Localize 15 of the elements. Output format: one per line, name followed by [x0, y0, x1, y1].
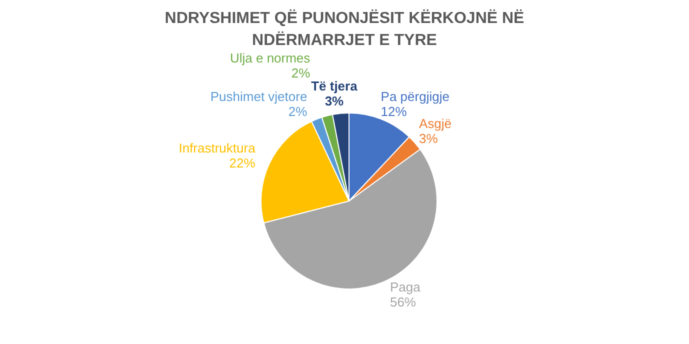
slice-label: Të tjera	[311, 78, 358, 94]
data-label: 12%	[380, 104, 408, 120]
data-label: 2%	[288, 104, 308, 120]
data-label: 2%	[291, 65, 311, 80]
slice-label: Ulja e normes	[230, 50, 311, 66]
data-label: 3%	[324, 93, 344, 108]
slice-label: Asgjë	[419, 116, 452, 131]
slice-label: Paga	[390, 280, 422, 295]
slice-label: Infrastruktura	[178, 140, 256, 156]
chart-title: NDRYSHIMET QË PUNONJËSIT KËRKOJNË NË NDËRMARRJET E TYRE	[164, 10, 524, 49]
data-label: 56%	[390, 294, 416, 310]
data-label: 22%	[229, 155, 256, 170]
slice-label: Pushimet vjetore	[210, 89, 308, 104]
slice-label: Pa përgjigje	[380, 89, 450, 104]
data-label: 3%	[419, 130, 438, 146]
